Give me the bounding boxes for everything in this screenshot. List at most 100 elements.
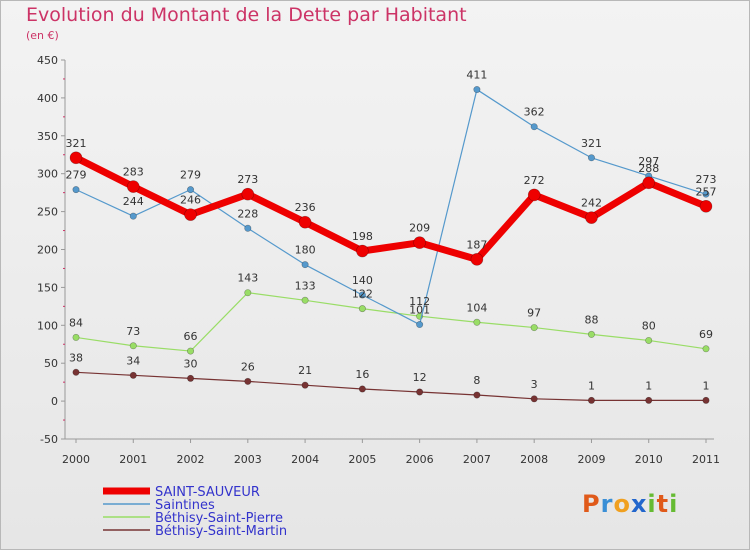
- data-point: [587, 396, 595, 404]
- data-point: [241, 187, 255, 201]
- data-label: 297: [638, 155, 659, 168]
- y-tick-label: 100: [37, 319, 58, 332]
- y-tick-label: 200: [37, 244, 58, 257]
- data-label: 69: [699, 328, 713, 341]
- data-point: [473, 318, 481, 326]
- data-label: 198: [352, 230, 373, 243]
- data-point: [473, 391, 481, 399]
- data-label: 288: [638, 162, 659, 175]
- data-label: 97: [527, 307, 541, 320]
- data-label: 66: [184, 330, 198, 343]
- data-labels-layer: 3212832462732361982091872722422882572792…: [66, 69, 717, 393]
- logo-letter: o: [613, 490, 631, 518]
- logo-letter: P: [582, 490, 601, 518]
- chart-title: Evolution du Montant de la Dette par Hab…: [26, 4, 467, 26]
- data-point: [530, 123, 538, 131]
- data-point: [587, 154, 595, 162]
- data-label: 321: [581, 137, 602, 150]
- data-label: 143: [237, 272, 258, 285]
- data-label: 122: [352, 288, 373, 301]
- series-saint-sauveur: [69, 151, 713, 266]
- data-label: 283: [123, 166, 144, 179]
- data-label: 3: [531, 378, 538, 391]
- data-label: 73: [126, 325, 140, 338]
- series-line: [75, 371, 707, 401]
- data-label: 362: [524, 106, 545, 119]
- data-point: [527, 188, 541, 202]
- y-tick-label: 250: [37, 206, 58, 219]
- data-label: 84: [69, 316, 83, 329]
- data-point: [72, 368, 80, 376]
- data-point: [129, 212, 137, 220]
- data-point: [699, 199, 713, 213]
- data-label: 112: [409, 295, 430, 308]
- data-point: [187, 347, 195, 355]
- x-tick-label: 2010: [635, 453, 663, 466]
- data-point: [645, 336, 653, 344]
- data-label: 209: [409, 222, 430, 235]
- data-label: 80: [642, 319, 656, 332]
- logo-letter: x: [630, 490, 648, 518]
- data-label: 244: [123, 195, 144, 208]
- data-label: 272: [524, 174, 545, 187]
- data-label: 12: [413, 371, 427, 384]
- data-label: 257: [696, 185, 717, 198]
- x-tick-label: 2005: [348, 453, 376, 466]
- data-label: 242: [581, 197, 602, 210]
- data-point: [530, 324, 538, 332]
- y-tick-label: 50: [44, 357, 58, 370]
- data-point: [129, 342, 137, 350]
- x-tick-label: 2011: [692, 453, 720, 466]
- data-point: [585, 211, 598, 224]
- x-tick-label: 2002: [177, 453, 205, 466]
- logo-letter: i: [647, 490, 657, 518]
- data-point: [301, 261, 309, 269]
- data-point: [184, 208, 197, 221]
- data-label: 1: [703, 379, 710, 392]
- data-point: [244, 377, 252, 385]
- data-point: [413, 236, 426, 249]
- data-label: 140: [352, 274, 373, 287]
- series-line: [72, 154, 710, 263]
- logo-letter: t: [656, 490, 670, 518]
- series-saintines: [72, 86, 710, 329]
- data-label: 88: [584, 313, 598, 326]
- data-point: [244, 289, 252, 297]
- data-point: [72, 186, 80, 194]
- data-point: [530, 395, 538, 403]
- data-label: 8: [473, 374, 480, 387]
- data-label: 236: [295, 201, 316, 214]
- data-label: 38: [69, 351, 83, 364]
- series-layer: [69, 86, 713, 404]
- x-tick-label: 2006: [406, 453, 434, 466]
- data-label: 228: [237, 207, 258, 220]
- data-point: [358, 305, 366, 313]
- data-label: 273: [237, 173, 258, 186]
- data-point: [301, 381, 309, 389]
- legend-label: Béthisy-Saint-Martin: [155, 524, 287, 539]
- data-label: 321: [66, 137, 87, 150]
- data-label: 34: [126, 354, 140, 367]
- data-point: [187, 374, 195, 382]
- data-point: [129, 371, 137, 379]
- data-point: [702, 345, 710, 353]
- data-point: [473, 86, 481, 94]
- data-point: [358, 385, 366, 393]
- data-point: [416, 388, 424, 396]
- x-tick-label: 2007: [463, 453, 491, 466]
- data-point: [702, 396, 710, 404]
- legend-label: SAINT-SAUVEUR: [155, 485, 260, 500]
- data-point: [72, 333, 80, 341]
- y-tick-label: 0: [51, 395, 58, 408]
- data-point: [298, 215, 312, 229]
- y-tick-label: 350: [37, 130, 58, 143]
- y-tick-label: 300: [37, 168, 58, 181]
- data-point: [244, 224, 252, 232]
- logo-letter: i: [669, 490, 679, 518]
- data-point: [301, 296, 309, 304]
- series-b-thisy-saint-martin: [72, 368, 710, 404]
- data-label: 1: [588, 379, 595, 392]
- data-label: 104: [466, 301, 487, 314]
